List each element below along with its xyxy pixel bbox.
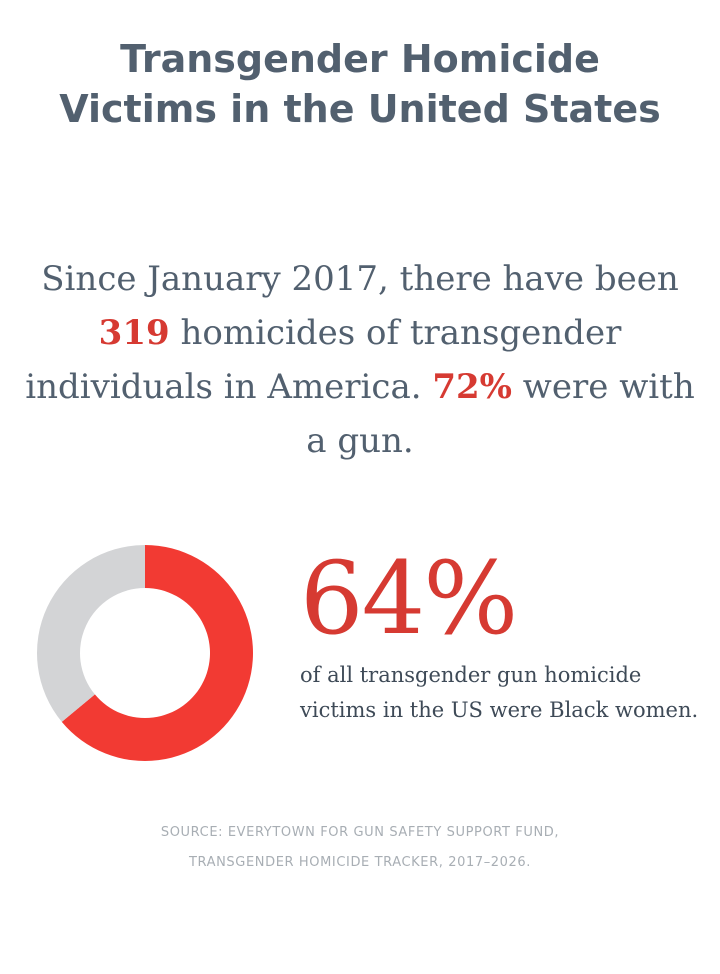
source-line-2: TRANSGENDER HOMICIDE TRACKER, 2017–2026. xyxy=(188,855,532,870)
page-title: Transgender Homicide Victims in the Unit… xyxy=(59,37,661,131)
percentage-caption: of all transgender gun homicide victims … xyxy=(300,663,699,722)
lead-text-2: homicides of transgender individuals in … xyxy=(25,313,622,407)
homicide-count: 319 xyxy=(98,313,170,353)
lead-text-1: Since January 2017, there have been xyxy=(41,259,679,299)
donut-chart xyxy=(36,545,253,761)
donut-slice-other xyxy=(36,545,145,722)
source-note: SOURCE: EVERYTOWN FOR GUN SAFETY SUPPORT… xyxy=(20,818,700,878)
lead-statement: Since January 2017, there have been 319 … xyxy=(20,252,700,468)
gun-percentage: 72% xyxy=(432,367,512,407)
lead-text-3: were with a gun. xyxy=(306,367,695,461)
big-percentage: 64% xyxy=(300,540,518,657)
donut-slice-black-women xyxy=(61,545,253,761)
source-line-1: SOURCE: EVERYTOWN FOR GUN SAFETY SUPPORT… xyxy=(160,825,560,840)
